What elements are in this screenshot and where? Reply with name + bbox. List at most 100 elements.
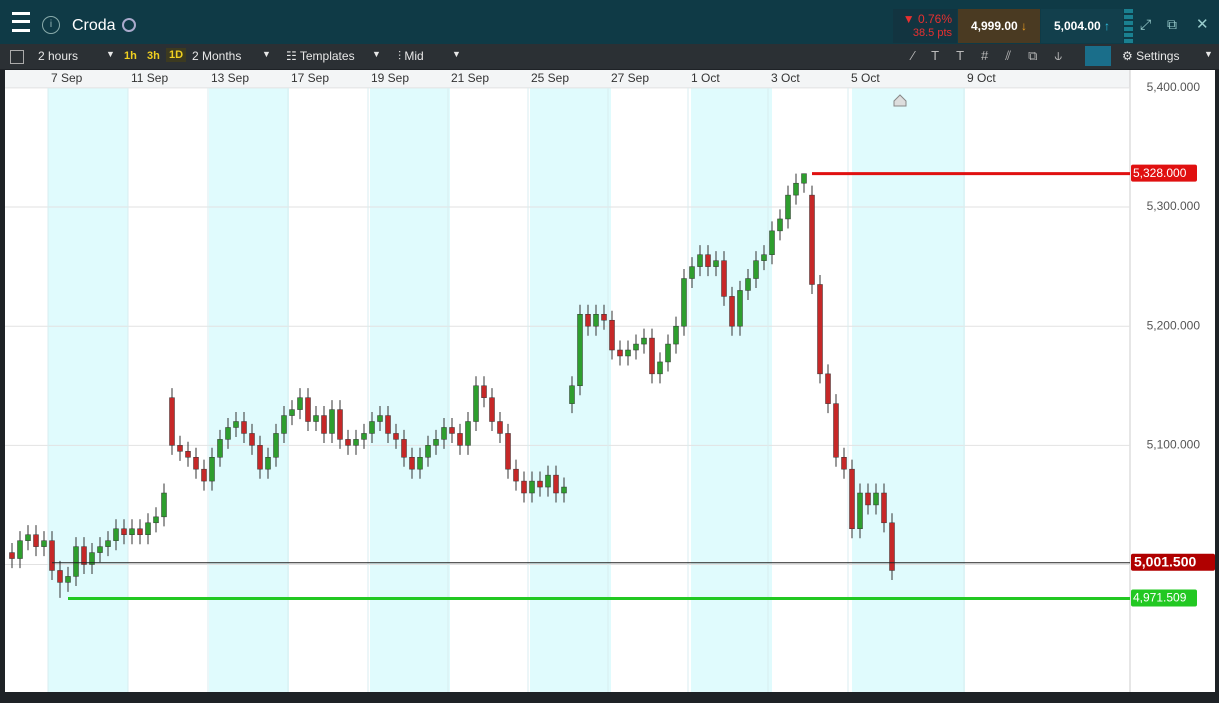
candle-body <box>777 218 783 232</box>
candle-body <box>497 421 503 434</box>
price-select[interactable]: ⫶ Mid ▼ <box>398 49 461 63</box>
session-band <box>48 88 128 692</box>
candle-body <box>321 415 327 434</box>
candle-body <box>337 409 343 440</box>
candle-body <box>609 319 615 351</box>
price-label-box <box>1131 553 1215 571</box>
candle-body <box>697 254 703 267</box>
sell-button[interactable]: 4,999.00 ↓ <box>958 9 1040 43</box>
quick-interval[interactable]: 3h <box>147 50 160 62</box>
interval-select[interactable]: 2 hours ▼ <box>38 49 115 63</box>
popout-icon[interactable]: ⧉ <box>1167 16 1177 32</box>
candle-body <box>761 254 767 261</box>
candle-body <box>137 528 143 535</box>
candle-body <box>825 373 831 404</box>
buy-arrow: ↑ <box>1104 19 1111 33</box>
settings-button[interactable]: ⚙ Settings ▼ <box>1122 49 1213 63</box>
templates-select[interactable]: ☷ Templates ▼ <box>286 49 381 63</box>
info-icon[interactable]: i <box>42 16 60 34</box>
candle-body <box>361 433 367 440</box>
candle-body <box>113 528 119 541</box>
candle-body <box>641 337 647 345</box>
candle-body <box>673 325 679 345</box>
candle-body <box>377 415 383 422</box>
candle-body <box>81 546 87 565</box>
expand-icon[interactable]: ⤢ <box>1140 16 1152 32</box>
range-select[interactable]: 2 Months ▼ <box>192 49 271 63</box>
candle-body <box>577 314 583 387</box>
candle-body <box>33 534 39 547</box>
candle-body <box>521 480 527 494</box>
tool-icons[interactable]: ∕TT#⫽⧉⫝ <box>912 48 1080 63</box>
search-icon[interactable] <box>122 18 136 32</box>
candle-body <box>9 552 15 559</box>
candle-body <box>881 492 887 524</box>
candle-body <box>857 492 863 530</box>
candle-body <box>553 474 559 494</box>
change-pct: ▼ 0.76% <box>902 12 952 26</box>
candle-body <box>481 385 487 398</box>
candle-body <box>73 546 79 577</box>
candle-body <box>841 457 847 470</box>
change-box: ▼ 0.76% 38.5 pts <box>893 9 957 43</box>
quick-interval[interactable]: 1h <box>124 50 137 62</box>
price-label-box <box>1131 164 1197 182</box>
candle-body <box>753 260 759 279</box>
menu-button[interactable] <box>12 12 30 32</box>
candle-body <box>177 445 183 452</box>
candle-body <box>17 540 23 559</box>
candle-body <box>705 254 711 267</box>
buy-button[interactable]: 5,004.00 ↑ <box>1041 9 1123 43</box>
price-label: 5,328.000 <box>1133 166 1187 180</box>
active-tool[interactable] <box>1085 46 1111 66</box>
candle-body <box>561 486 567 494</box>
sell-price: 4,999.00 <box>970 19 1018 33</box>
candle-body <box>161 492 167 518</box>
buy-price: 5,004.00 <box>1053 19 1101 33</box>
candle-body <box>713 260 719 267</box>
candle-body <box>169 397 175 446</box>
panel-icon[interactable] <box>10 50 24 64</box>
candle-body <box>633 343 639 351</box>
session-band <box>209 88 289 692</box>
candle-body <box>617 349 623 357</box>
sell-arrow: ↓ <box>1021 19 1028 33</box>
candle-body <box>785 194 791 220</box>
candle-body <box>121 528 127 535</box>
candle-body <box>297 397 303 410</box>
candle-body <box>801 173 807 184</box>
candle-body <box>401 439 407 458</box>
candle-body <box>265 457 271 470</box>
x-tick-label: 21 Sep <box>451 71 489 85</box>
close-icon[interactable]: ✕ <box>1196 16 1209 33</box>
candle-body <box>601 314 607 321</box>
candle-body <box>249 433 255 446</box>
candle-body <box>769 230 775 255</box>
candle-body <box>425 445 431 458</box>
candle-body <box>689 266 695 279</box>
range: 2 Months <box>192 49 242 63</box>
candle-body <box>809 194 815 285</box>
candle-body <box>25 534 31 541</box>
x-tick-label: 25 Sep <box>531 71 569 85</box>
candle-body <box>409 457 415 470</box>
candle-body <box>201 468 207 482</box>
candle-body <box>585 314 591 327</box>
interval: 2 hours <box>38 49 79 63</box>
y-tick-label: 5,200.000 <box>1147 318 1201 332</box>
candle-body <box>153 516 159 524</box>
quick-interval[interactable]: 1D <box>166 48 187 62</box>
price-type: Mid <box>404 49 424 63</box>
candle-body <box>465 421 471 446</box>
top-bar: i Croda ▼ 0.76% 38.5 pts 4,999.00 ↓ 5,00… <box>0 0 1219 44</box>
candle-body <box>737 290 743 327</box>
candle-body <box>505 433 511 470</box>
y-tick-label: 5,100.000 <box>1147 438 1201 452</box>
candle-body <box>393 433 399 440</box>
marker-icon[interactable] <box>893 94 907 107</box>
candle-body <box>529 480 535 494</box>
candle-body <box>865 492 871 506</box>
x-tick-label: 27 Sep <box>611 71 649 85</box>
date-strip <box>5 70 1130 88</box>
